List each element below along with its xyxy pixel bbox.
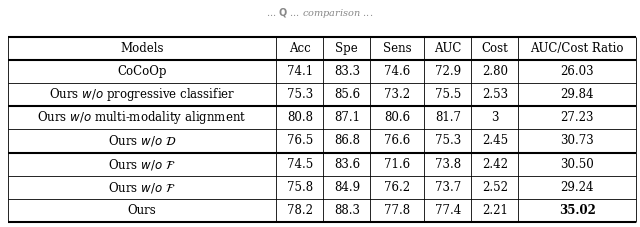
Text: 76.6: 76.6 (384, 134, 410, 148)
Text: AUC/Cost Ratio: AUC/Cost Ratio (531, 42, 624, 55)
Text: Ours $w/o$ $\mathcal{F}$: Ours $w/o$ $\mathcal{F}$ (108, 157, 176, 172)
Text: 2.80: 2.80 (482, 65, 508, 78)
Text: 74.1: 74.1 (287, 65, 313, 78)
Text: 2.45: 2.45 (482, 134, 508, 148)
Text: 75.3: 75.3 (287, 88, 313, 101)
Text: 29.24: 29.24 (561, 181, 594, 194)
Text: 78.2: 78.2 (287, 204, 313, 217)
Text: 2.21: 2.21 (482, 204, 508, 217)
Text: 85.6: 85.6 (334, 88, 360, 101)
Text: Ours: Ours (127, 204, 156, 217)
Text: 83.3: 83.3 (334, 65, 360, 78)
Text: Cost: Cost (481, 42, 508, 55)
Text: Spe: Spe (335, 42, 358, 55)
Text: 84.9: 84.9 (334, 181, 360, 194)
Text: 27.23: 27.23 (561, 111, 594, 124)
Text: 77.8: 77.8 (385, 204, 410, 217)
Text: 26.03: 26.03 (561, 65, 594, 78)
Text: 80.6: 80.6 (385, 111, 410, 124)
Text: 73.7: 73.7 (435, 181, 461, 194)
Text: CoCoOp: CoCoOp (117, 65, 167, 78)
Text: Ours $w/o$ multi-modality alignment: Ours $w/o$ multi-modality alignment (38, 109, 246, 126)
Text: 30.50: 30.50 (561, 158, 594, 171)
Text: 30.73: 30.73 (561, 134, 594, 148)
Text: 86.8: 86.8 (334, 134, 360, 148)
Text: AUC: AUC (435, 42, 461, 55)
Text: Models: Models (120, 42, 164, 55)
Text: 35.02: 35.02 (559, 204, 596, 217)
Text: 76.5: 76.5 (287, 134, 313, 148)
Text: 74.5: 74.5 (287, 158, 313, 171)
Text: 75.8: 75.8 (287, 181, 313, 194)
Text: 72.9: 72.9 (435, 65, 461, 78)
Text: 71.6: 71.6 (385, 158, 410, 171)
Text: 74.6: 74.6 (384, 65, 410, 78)
Text: 73.8: 73.8 (435, 158, 461, 171)
Text: 88.3: 88.3 (334, 204, 360, 217)
Text: Ours $w/o$ $\mathcal{F}$: Ours $w/o$ $\mathcal{F}$ (108, 180, 176, 195)
Text: 76.2: 76.2 (385, 181, 410, 194)
Text: 80.8: 80.8 (287, 111, 313, 124)
Text: ... $\mathbf{Q}$ ... comparison ...: ... $\mathbf{Q}$ ... comparison ... (266, 6, 374, 20)
Text: 75.5: 75.5 (435, 88, 461, 101)
Text: Sens: Sens (383, 42, 412, 55)
Text: Ours $w/o$ progressive classifier: Ours $w/o$ progressive classifier (49, 86, 235, 103)
Text: 2.53: 2.53 (482, 88, 508, 101)
Text: Acc: Acc (289, 42, 311, 55)
Text: 2.42: 2.42 (482, 158, 508, 171)
Text: Ours $w/o$ $\mathcal{D}$: Ours $w/o$ $\mathcal{D}$ (108, 133, 176, 148)
Text: 75.3: 75.3 (435, 134, 461, 148)
Text: 83.6: 83.6 (334, 158, 360, 171)
Text: 3: 3 (491, 111, 499, 124)
Text: 77.4: 77.4 (435, 204, 461, 217)
Text: 29.84: 29.84 (561, 88, 594, 101)
Text: 2.52: 2.52 (482, 181, 508, 194)
Text: 87.1: 87.1 (334, 111, 360, 124)
Text: 73.2: 73.2 (385, 88, 410, 101)
Text: 81.7: 81.7 (435, 111, 461, 124)
